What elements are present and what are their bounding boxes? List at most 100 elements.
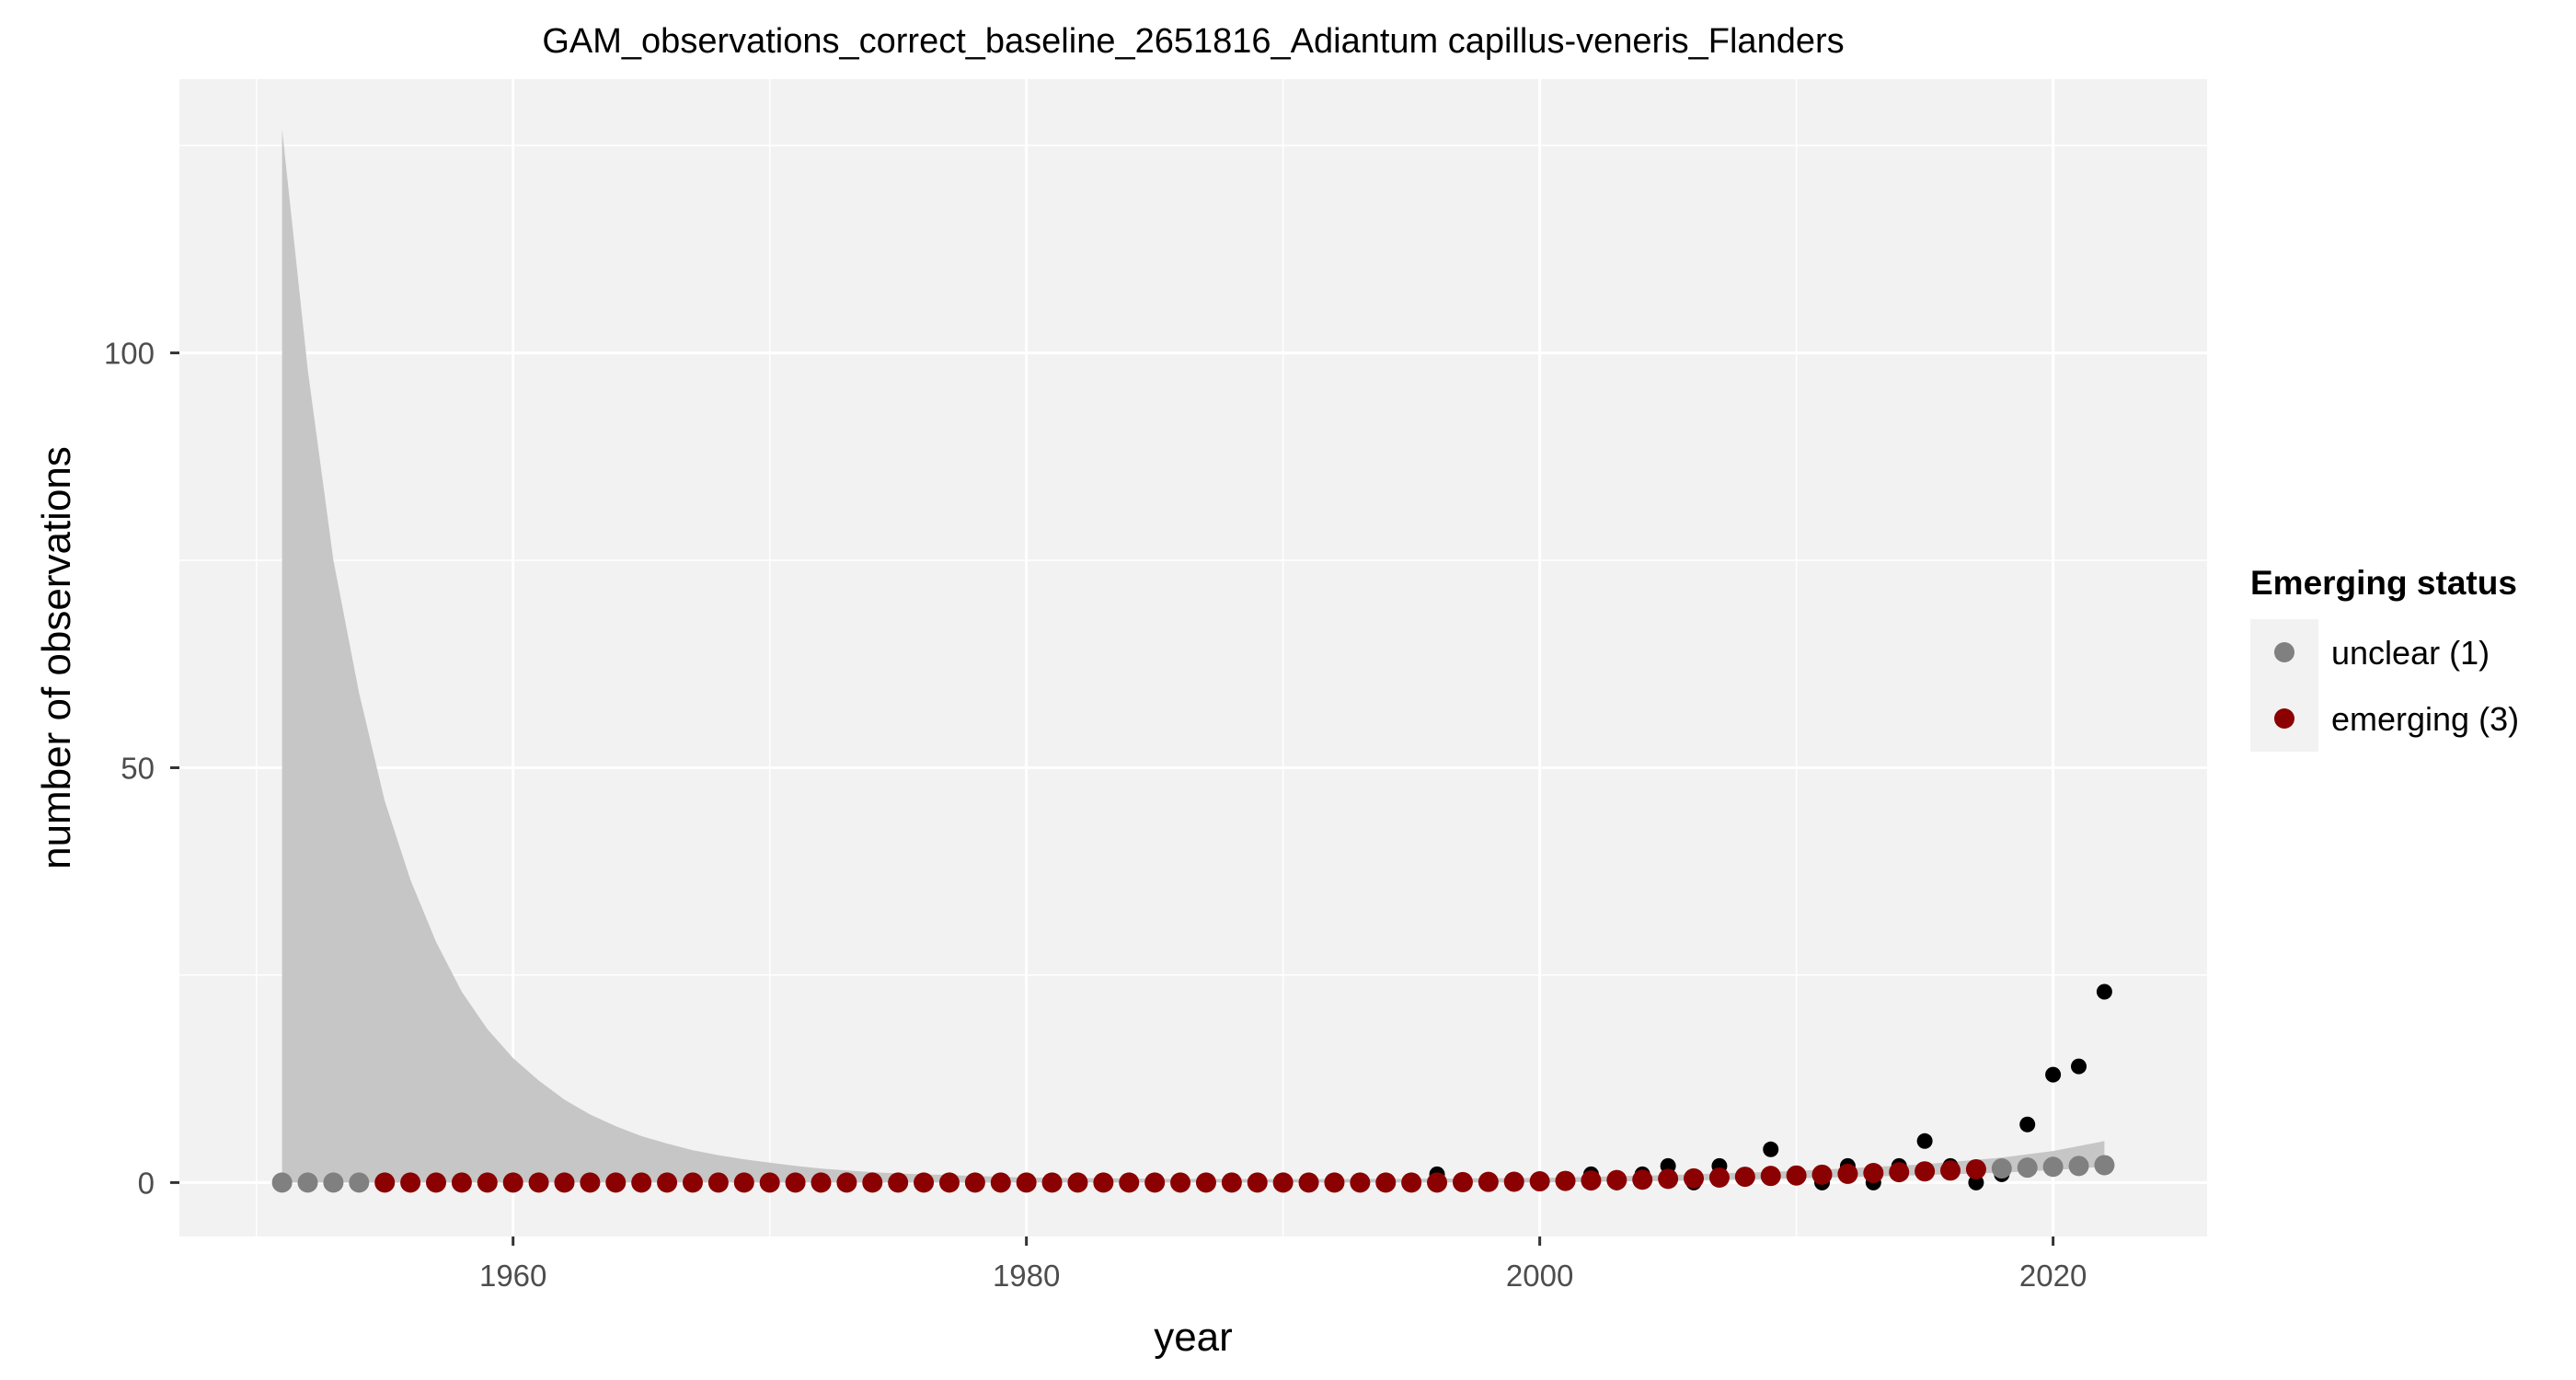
fitted-point <box>1991 1158 2012 1179</box>
fitted-point <box>707 1172 729 1193</box>
y-tick-label: 0 <box>138 1166 155 1200</box>
legend-title: Emerging status <box>2250 564 2517 602</box>
fitted-point <box>990 1172 1011 1193</box>
fitted-point <box>1170 1172 1191 1193</box>
x-tick-label: 1980 <box>993 1259 1060 1293</box>
fitted-point <box>1144 1172 1166 1193</box>
fitted-point <box>1119 1172 1140 1193</box>
legend: Emerging status unclear (1) emerging (3) <box>2250 564 2519 752</box>
fitted-point <box>425 1172 446 1193</box>
fitted-point <box>682 1172 703 1193</box>
fitted-point <box>1529 1171 1550 1192</box>
fitted-point <box>1272 1172 1294 1193</box>
fitted-point <box>1632 1169 1653 1190</box>
fitted-point <box>1016 1172 1037 1193</box>
fitted-point <box>1221 1172 1242 1193</box>
fitted-point <box>1401 1172 1422 1193</box>
fitted-point <box>1760 1166 1781 1187</box>
grid-minor <box>179 79 2207 1236</box>
fitted-point <box>1684 1167 1705 1189</box>
x-axis-title: year <box>1154 1315 1233 1360</box>
fitted-point <box>1606 1169 1627 1190</box>
fitted-point <box>914 1172 935 1193</box>
observed-point <box>2045 1066 2062 1083</box>
fitted-point <box>271 1172 293 1193</box>
fitted-point <box>2068 1156 2089 1177</box>
fitted-point <box>1452 1171 1473 1192</box>
fitted-point <box>1708 1167 1730 1188</box>
fitted-point <box>1658 1168 1679 1190</box>
fitted-point <box>1247 1172 1268 1193</box>
fitted-point <box>1503 1171 1524 1192</box>
fitted-point <box>759 1172 780 1193</box>
observed-point <box>2071 1058 2087 1075</box>
fitted-point <box>1786 1165 1807 1186</box>
fitted-point <box>1195 1172 1216 1193</box>
x-tick-label: 2000 <box>1506 1259 1573 1293</box>
fitted-point <box>1734 1167 1755 1188</box>
fitted-point <box>1067 1172 1088 1193</box>
fitted-points <box>271 1155 2115 1193</box>
fitted-point <box>631 1172 652 1193</box>
fitted-point <box>1940 1160 1961 1181</box>
fitted-point <box>657 1172 678 1193</box>
confidence-band <box>282 129 2105 1183</box>
fitted-point <box>1837 1163 1858 1184</box>
fitted-point <box>1581 1170 1602 1191</box>
legend-key-emerging <box>2274 708 2294 729</box>
legend-key-unclear <box>2274 642 2294 662</box>
fitted-point <box>1375 1172 1397 1193</box>
fitted-point <box>528 1172 549 1193</box>
fitted-point <box>580 1172 601 1193</box>
observed-point <box>1763 1141 1779 1157</box>
fitted-point <box>477 1172 498 1193</box>
fitted-point <box>400 1172 421 1193</box>
y-tick-label: 100 <box>104 337 155 371</box>
chart-title: GAM_observations_correct_baseline_265181… <box>542 22 1844 61</box>
observed-point <box>1916 1133 1933 1149</box>
fitted-point <box>836 1172 857 1193</box>
fitted-point <box>1915 1161 1936 1182</box>
fitted-point <box>1811 1164 1833 1185</box>
fitted-point <box>888 1172 909 1193</box>
fitted-point <box>1041 1172 1063 1193</box>
fitted-point <box>1324 1172 1345 1193</box>
fitted-point <box>1350 1172 1371 1193</box>
fitted-point <box>862 1172 883 1193</box>
fitted-point <box>1478 1171 1499 1192</box>
fitted-point <box>323 1172 344 1193</box>
x-tick-label: 1960 <box>479 1259 546 1293</box>
fitted-point <box>938 1172 960 1193</box>
observed-point <box>2096 983 2112 1000</box>
fitted-point <box>1863 1163 1884 1184</box>
fitted-point <box>554 1172 575 1193</box>
fitted-point <box>733 1172 754 1193</box>
observed-point <box>1968 1174 1984 1190</box>
fitted-point <box>2042 1156 2064 1178</box>
fitted-point <box>374 1172 396 1193</box>
fitted-point <box>2094 1155 2115 1176</box>
y-axis-title: number of observations <box>34 446 79 869</box>
axes: 1960 1980 2000 2020 0 50 100 <box>104 337 2087 1293</box>
legend-keys-background <box>2250 619 2318 752</box>
fitted-point <box>502 1172 523 1193</box>
x-tick-label: 2020 <box>2019 1259 2087 1293</box>
fitted-point <box>1093 1172 1114 1193</box>
fitted-point <box>1889 1162 1910 1183</box>
legend-label-unclear: unclear (1) <box>2331 634 2490 672</box>
fitted-point <box>349 1172 370 1193</box>
fitted-point <box>1427 1172 1448 1193</box>
fitted-point <box>1965 1158 1986 1179</box>
legend-label-emerging: emerging (3) <box>2331 700 2519 738</box>
observed-point <box>2019 1116 2036 1133</box>
fitted-point <box>1555 1170 1576 1191</box>
fitted-point <box>964 1172 985 1193</box>
fitted-point <box>297 1172 318 1193</box>
y-tick-label: 50 <box>121 751 155 785</box>
fitted-point <box>1298 1172 1319 1193</box>
fitted-point <box>605 1172 627 1193</box>
fitted-point <box>451 1172 472 1193</box>
fitted-point <box>785 1172 806 1193</box>
plot-panel <box>179 79 2207 1236</box>
